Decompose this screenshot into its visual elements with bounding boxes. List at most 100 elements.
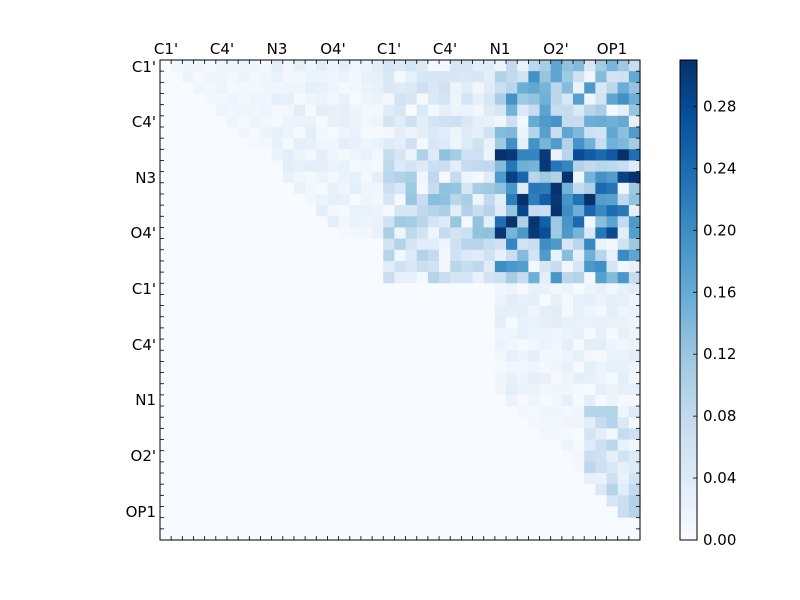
heatmap-cell xyxy=(182,71,195,83)
heatmap-cell xyxy=(617,182,630,195)
heatmap-cell xyxy=(405,305,418,318)
heatmap-cell xyxy=(305,350,317,362)
heatmap-cell xyxy=(238,205,250,217)
heatmap-cell xyxy=(182,115,195,128)
heatmap-cell xyxy=(293,238,306,251)
heatmap-cell xyxy=(461,138,474,150)
heatmap-cell xyxy=(226,171,239,184)
heatmap-cell xyxy=(171,327,183,340)
heatmap-cell xyxy=(517,60,529,72)
heatmap-cell xyxy=(506,193,518,206)
heatmap-cell xyxy=(215,126,228,139)
heatmap-cell xyxy=(260,260,273,273)
heatmap-cell xyxy=(394,249,407,262)
heatmap-cell xyxy=(349,93,362,106)
heatmap-cell xyxy=(171,372,183,385)
heatmap-cell xyxy=(550,93,563,106)
heatmap-cell xyxy=(349,104,362,117)
heatmap-cell xyxy=(606,528,619,541)
heatmap-cell xyxy=(193,484,206,496)
heatmap-cell xyxy=(271,305,284,318)
heatmap-cell xyxy=(260,93,273,106)
heatmap-cell xyxy=(271,82,284,95)
heatmap-cell xyxy=(595,272,608,284)
heatmap-cell xyxy=(372,93,384,106)
x-tick-label: OP1 xyxy=(597,40,627,58)
heatmap-cell xyxy=(338,473,351,485)
heatmap-cell xyxy=(472,461,485,474)
heatmap-cell xyxy=(506,484,518,496)
heatmap-cell xyxy=(472,138,485,150)
heatmap-cell xyxy=(394,160,407,173)
heatmap-cell xyxy=(215,238,228,251)
heatmap-cell xyxy=(606,115,619,128)
heatmap-cell xyxy=(271,473,284,485)
heatmap-cell xyxy=(193,71,206,83)
heatmap-cell xyxy=(372,171,384,184)
heatmap-cell xyxy=(606,104,619,117)
heatmap-cell xyxy=(628,93,641,106)
heatmap-cell xyxy=(584,126,596,139)
heatmap-cell xyxy=(305,495,317,508)
heatmap-cell xyxy=(450,238,462,251)
heatmap-cell xyxy=(595,406,608,418)
heatmap-cell xyxy=(584,193,596,206)
heatmap-cell xyxy=(215,216,228,229)
heatmap-cell xyxy=(204,82,217,95)
heatmap-cell xyxy=(394,428,407,441)
heatmap-cell xyxy=(238,272,250,284)
heatmap-cell xyxy=(293,305,306,318)
heatmap-cell xyxy=(271,171,284,184)
heatmap-cell xyxy=(439,406,451,418)
heatmap-cell xyxy=(182,473,195,485)
heatmap-cell xyxy=(305,182,317,195)
heatmap-cell xyxy=(584,82,596,95)
heatmap-cell xyxy=(282,506,295,519)
heatmap-cell xyxy=(439,439,451,452)
heatmap-cell xyxy=(316,383,329,396)
heatmap-cell xyxy=(349,473,362,485)
heatmap-cell xyxy=(293,60,306,72)
heatmap-cell xyxy=(573,104,585,117)
heatmap-cell xyxy=(260,283,273,296)
heatmap-cell xyxy=(450,104,462,117)
heatmap-cell xyxy=(595,82,608,95)
heatmap-cell xyxy=(606,517,619,530)
heatmap-cell xyxy=(226,350,239,362)
heatmap-cell xyxy=(372,528,384,541)
heatmap-cell xyxy=(528,339,541,351)
heatmap-cell xyxy=(171,439,183,452)
heatmap-cell xyxy=(260,473,273,485)
heatmap-cell xyxy=(573,495,585,508)
heatmap-cell xyxy=(517,495,529,508)
heatmap-cell xyxy=(595,305,608,318)
heatmap-cell xyxy=(260,350,273,362)
heatmap-cell xyxy=(461,383,474,396)
heatmap-cell xyxy=(360,327,373,340)
heatmap-cell xyxy=(238,60,250,72)
heatmap-cell xyxy=(606,126,619,139)
heatmap-cell xyxy=(204,216,217,229)
heatmap-cell xyxy=(483,473,496,485)
heatmap-cell xyxy=(327,305,340,318)
heatmap-cell xyxy=(628,305,641,318)
heatmap-cell xyxy=(260,193,273,206)
heatmap-cell xyxy=(472,104,485,117)
heatmap-cell xyxy=(450,138,462,150)
heatmap-cell xyxy=(171,193,183,206)
heatmap-cell xyxy=(293,104,306,117)
heatmap-cell xyxy=(249,216,262,229)
heatmap-cell xyxy=(416,249,429,262)
heatmap-cell xyxy=(427,316,440,329)
heatmap-cell xyxy=(215,71,228,83)
heatmap-cell xyxy=(439,160,451,173)
heatmap-cell xyxy=(204,115,217,128)
heatmap-cell xyxy=(439,272,451,284)
heatmap-cell xyxy=(182,406,195,418)
heatmap-cell xyxy=(394,372,407,385)
x-tick-label: C1' xyxy=(154,40,178,58)
heatmap-cell xyxy=(617,316,630,329)
heatmap-cell xyxy=(249,71,262,83)
heatmap-cell xyxy=(405,294,418,307)
